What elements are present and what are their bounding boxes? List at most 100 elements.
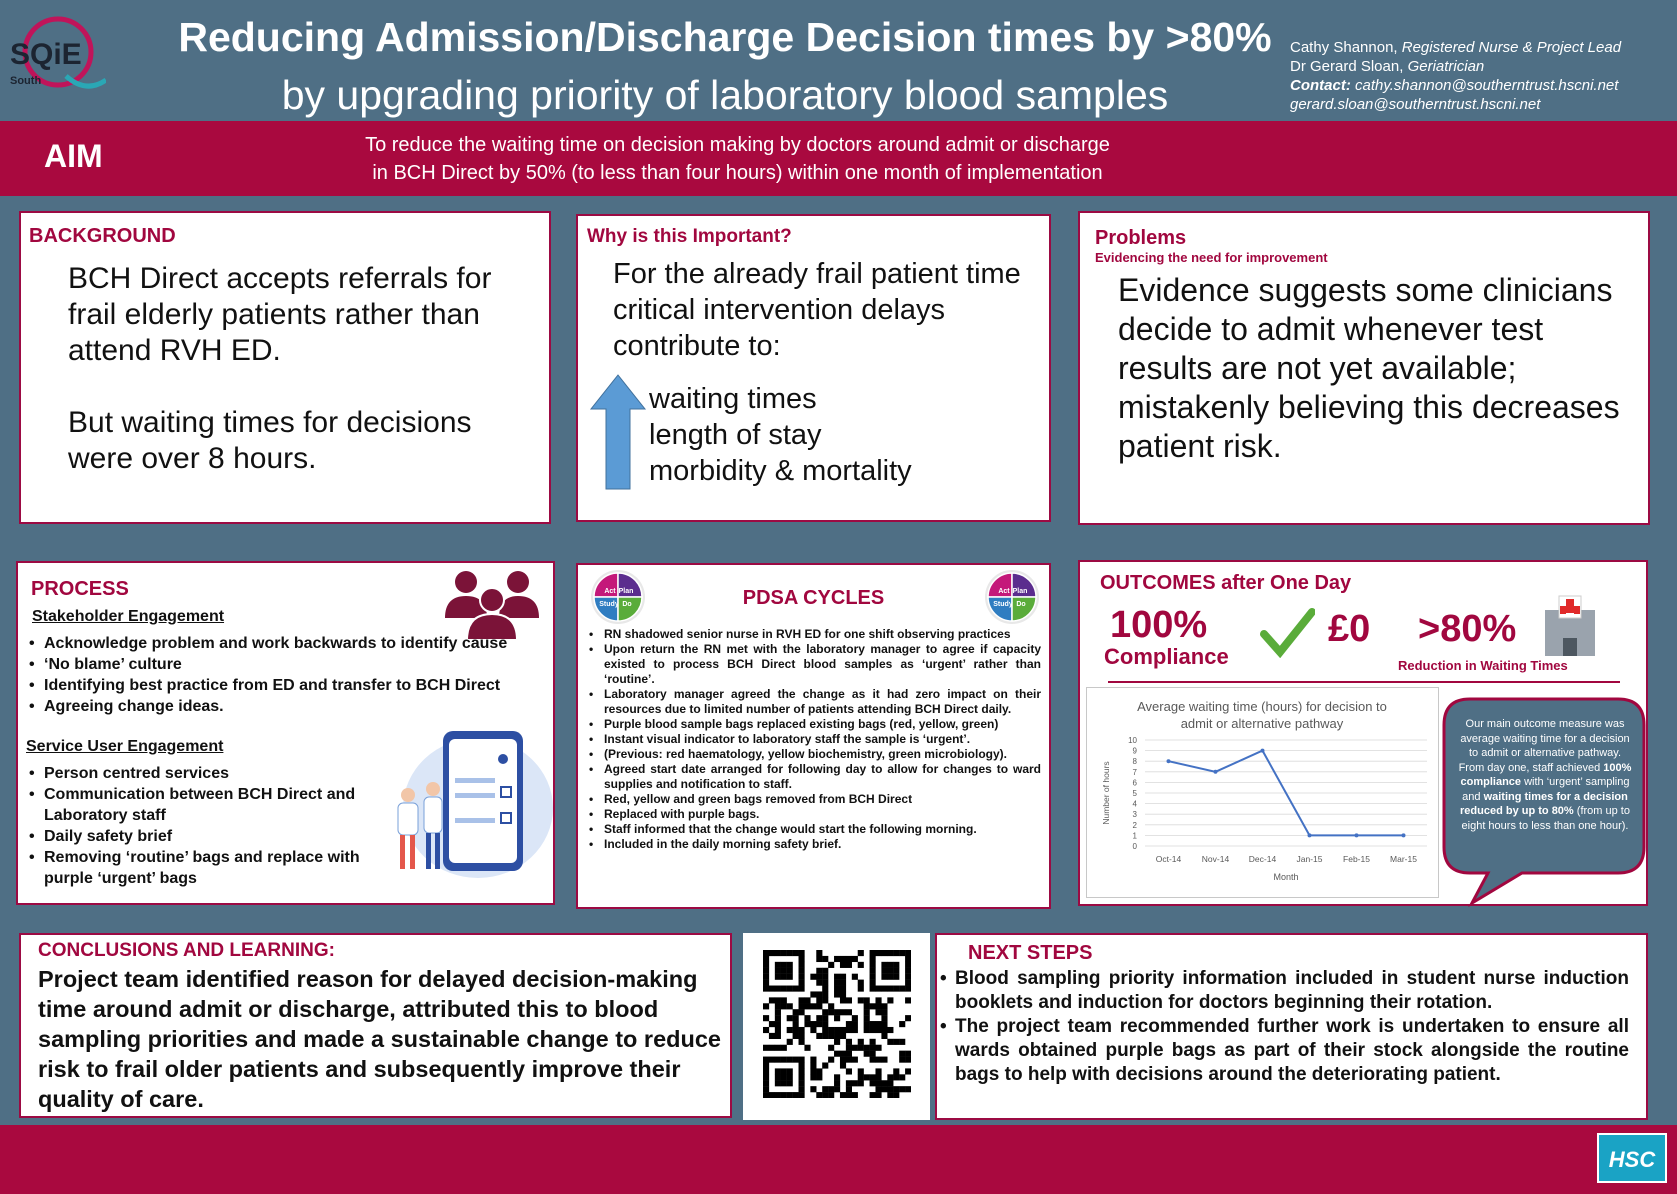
authors: Cathy Shannon, Registered Nurse & Projec… xyxy=(1290,38,1675,114)
paragraph: But waiting times for decisions were ove… xyxy=(68,406,472,475)
qr-module xyxy=(875,1080,882,1087)
sqie-logo: SQiE South xyxy=(10,16,106,89)
qr-module xyxy=(768,950,776,957)
next-steps-panel: NEXT STEPS Blood sampling priority infor… xyxy=(935,933,1648,1120)
figure-leg xyxy=(400,835,405,869)
qr-module xyxy=(845,997,852,1004)
compliance-label: Compliance xyxy=(1104,644,1229,669)
cycle-quadrant xyxy=(1011,572,1037,598)
qr-module xyxy=(881,950,888,957)
qr-module xyxy=(780,1080,787,1087)
qr-module xyxy=(798,1074,805,1081)
callout-run: (from up to eight hours to less than one… xyxy=(1461,805,1630,832)
conclusions-text: Project team identified reason for delay… xyxy=(38,966,721,1112)
qr-module xyxy=(851,955,858,963)
qr-module xyxy=(763,1074,770,1081)
qr-module xyxy=(839,1092,847,1098)
qr-module xyxy=(863,997,870,1004)
qr-module xyxy=(845,1038,852,1045)
qr-module xyxy=(780,1074,787,1081)
logo-sub: South xyxy=(10,75,41,87)
list-item: ‘No blame’ culture xyxy=(26,654,556,675)
qr-module xyxy=(845,1009,852,1016)
qr-module xyxy=(905,973,911,980)
background-panel: BACKGROUND BCH Direct accepts referrals … xyxy=(19,211,551,524)
qr-module xyxy=(875,950,882,957)
qr-module xyxy=(763,950,770,957)
qr-module xyxy=(828,1026,835,1034)
qr-module xyxy=(828,1032,835,1039)
qr-module xyxy=(905,1086,911,1093)
qr-module xyxy=(786,973,793,980)
qr-module xyxy=(834,1009,841,1016)
aim-label: AIM xyxy=(44,138,103,174)
qr-module xyxy=(887,985,894,992)
cycle-label: Do xyxy=(622,601,631,608)
qr-module xyxy=(857,961,864,968)
qr-module xyxy=(774,1044,781,1051)
qr-module xyxy=(798,985,805,992)
qr-module xyxy=(834,979,841,986)
problems-panel: Problems Evidencing the need for improve… xyxy=(1078,211,1650,525)
qr-module xyxy=(798,1092,805,1098)
qr-module xyxy=(869,1056,876,1063)
qr-module xyxy=(881,1026,888,1034)
qr-module xyxy=(881,1086,888,1093)
screen-line xyxy=(455,793,495,798)
qr-module xyxy=(839,1009,847,1016)
chart-title: Average waiting time (hours) for decisio… xyxy=(1137,699,1387,731)
qr-module xyxy=(780,1044,787,1051)
qr-module xyxy=(804,1003,811,1010)
qr-module xyxy=(893,973,900,980)
qr-module xyxy=(875,1044,882,1051)
panel-title: Problems xyxy=(1095,227,1187,249)
qr-module xyxy=(774,1092,781,1098)
cycle-quadrant xyxy=(593,572,619,598)
hsc-logo: HSC xyxy=(1597,1133,1667,1183)
qr-module xyxy=(905,967,911,974)
y-tick-label: 5 xyxy=(1133,789,1138,798)
qr-module xyxy=(763,955,770,963)
qr-module xyxy=(881,1056,888,1063)
why-item: waiting times xyxy=(649,383,817,415)
qr-module xyxy=(763,1044,770,1051)
cycle-quadrant xyxy=(617,572,643,598)
qr-module xyxy=(763,1092,770,1098)
qr-module xyxy=(887,1080,894,1087)
qr-module xyxy=(774,1021,781,1028)
qr-module xyxy=(834,1038,841,1045)
qr-module xyxy=(845,1021,852,1028)
checkbox xyxy=(500,786,512,798)
cycle-label: Act xyxy=(998,588,1010,595)
qr-module xyxy=(845,1086,852,1093)
list-item: Person centred services xyxy=(26,763,386,784)
data-point xyxy=(1260,748,1265,753)
qr-module xyxy=(839,991,847,998)
qr-module xyxy=(863,1050,870,1057)
qr-module xyxy=(822,1086,829,1093)
qr-module xyxy=(839,1056,847,1063)
qr-module xyxy=(828,1003,835,1010)
why-intro: For the already frail patient time criti… xyxy=(613,258,1021,362)
qr-module xyxy=(768,1092,776,1098)
qr-module xyxy=(822,985,829,992)
qr-module xyxy=(786,967,793,974)
qr-module xyxy=(774,1032,781,1039)
door xyxy=(1563,638,1577,656)
conclusions-panel: CONCLUSIONS AND LEARNING: Project team i… xyxy=(19,933,732,1118)
qr-module xyxy=(786,1056,793,1063)
qr-module xyxy=(792,1015,799,1022)
qr-module xyxy=(839,1062,847,1069)
qr-module xyxy=(887,967,894,974)
qr-module xyxy=(863,1003,870,1010)
figure-head xyxy=(401,788,415,802)
qr-module xyxy=(816,1021,823,1028)
qr-module xyxy=(893,1074,900,1081)
aim-text: To reduce the waiting time on decision m… xyxy=(300,131,1175,187)
background-text: BCH Direct accepts referrals for frail e… xyxy=(68,261,508,477)
cycle-quadrant xyxy=(617,596,643,622)
list-item: (Previous: red haematology, yellow bioch… xyxy=(586,747,1041,762)
cycle-quadrant xyxy=(593,596,619,622)
qr-module xyxy=(780,967,787,974)
